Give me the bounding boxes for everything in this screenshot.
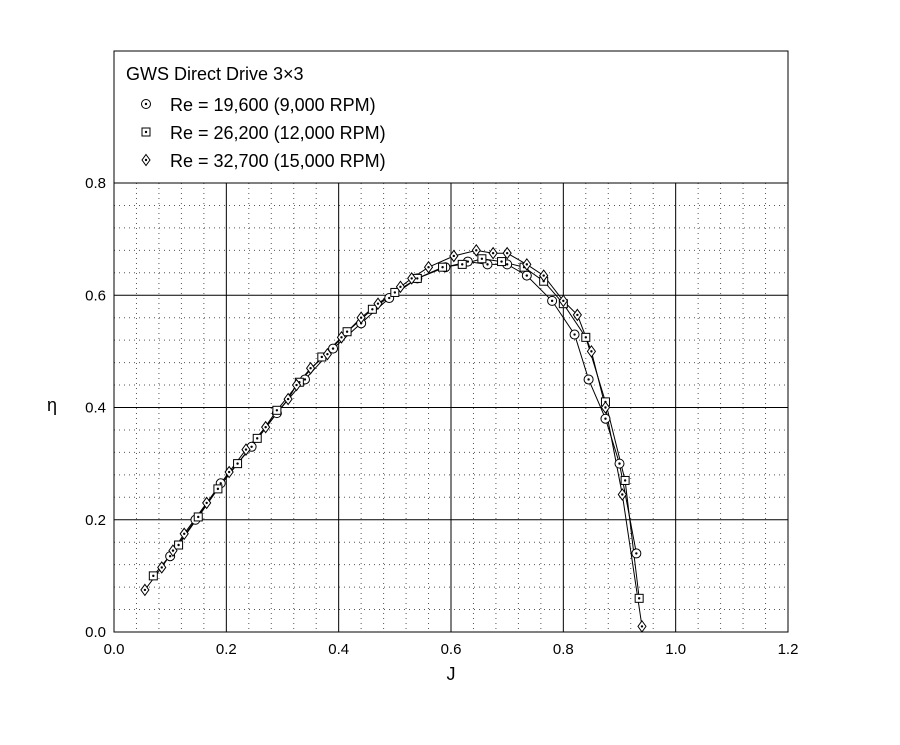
data-point-series-3	[157, 561, 167, 574]
legend-marker-1	[141, 99, 151, 109]
data-point-series-3	[373, 297, 383, 311]
data-point-series-1	[547, 295, 558, 306]
legend: GWS Direct Drive 3×3 Re = 19,600 (9,000 …	[113, 50, 789, 184]
data-point-series-3	[488, 246, 498, 260]
data-point-series-2	[634, 593, 644, 603]
data-point-series-2	[457, 259, 467, 269]
x-axis-ticks: 0.0 0.2 0.4 0.6 0.8 1.0 1.2	[104, 641, 799, 658]
y-tick-label: 0.0	[85, 624, 106, 641]
data-point-series-3	[179, 527, 189, 541]
data-point-series-2	[193, 512, 203, 522]
y-tick-label: 0.6	[85, 287, 106, 304]
data-point-series-3	[322, 347, 333, 361]
data-point-series-3	[471, 243, 481, 257]
y-tick-label: 0.4	[85, 400, 106, 417]
legend-label-3: Re = 32,700 (15,000 RPM)	[170, 151, 386, 171]
data-point-series-2	[252, 433, 262, 443]
data-point-series-3	[407, 272, 417, 285]
data-point-series-3	[202, 496, 212, 510]
data-point-series-3	[572, 308, 582, 322]
data-point-series-3	[241, 443, 251, 456]
data-point-series-2	[148, 571, 158, 581]
data-point-series-3	[140, 583, 150, 597]
data-point-series-3	[617, 488, 627, 501]
x-tick-label: 0.8	[553, 641, 574, 658]
data-point-series-1	[583, 374, 594, 385]
data-point-series-2	[477, 254, 487, 264]
x-tick-label: 0.6	[441, 641, 462, 658]
data-point-series-3	[502, 246, 512, 260]
data-point-series-3	[356, 311, 366, 325]
y-tick-label: 0.8	[85, 175, 106, 192]
data-point-series-2	[272, 405, 282, 415]
data-point-series-3	[522, 258, 532, 271]
data-point-series-2	[342, 327, 352, 337]
data-point-series-2	[233, 459, 243, 469]
data-point-series-3	[449, 249, 459, 263]
data-point-series-2	[497, 257, 507, 267]
legend-label-2: Re = 26,200 (12,000 RPM)	[170, 123, 386, 143]
data-point-series-3	[305, 361, 316, 375]
data-point-series-3	[586, 345, 597, 358]
x-tick-label: 0.0	[104, 641, 125, 658]
data-point-series-1	[631, 548, 642, 559]
legend-label-1: Re = 19,600 (9,000 RPM)	[170, 95, 376, 115]
x-tick-label: 0.4	[328, 641, 349, 658]
data-point-series-3	[423, 260, 434, 274]
legend-box	[113, 50, 789, 184]
data-point-series-2	[390, 287, 400, 297]
data-point-series-2	[174, 540, 184, 550]
data-point-series-3	[168, 544, 178, 557]
x-axis-label: J	[447, 664, 456, 684]
data-point-series-1	[614, 458, 625, 469]
data-point-series-3	[637, 620, 647, 633]
data-point-series-2	[367, 304, 377, 314]
data-point-series-2	[438, 262, 448, 272]
data-point-series-3	[558, 294, 568, 308]
x-tick-label: 1.0	[665, 641, 686, 658]
y-axis-label: η	[47, 395, 57, 415]
x-tick-label: 1.2	[778, 641, 799, 658]
data-point-series-3	[283, 392, 293, 406]
data-point-series-3	[395, 280, 406, 294]
legend-title: GWS Direct Drive 3×3	[126, 64, 304, 84]
data-point-series-3	[224, 465, 234, 479]
legend-marker-2	[141, 127, 151, 137]
data-point-series-2	[213, 484, 223, 494]
series-markers	[140, 243, 647, 633]
data-point-series-1	[569, 329, 580, 340]
x-tick-label: 0.2	[216, 641, 237, 658]
data-point-series-3	[600, 401, 611, 414]
y-tick-label: 0.2	[85, 512, 106, 529]
data-point-series-1	[600, 413, 611, 424]
data-point-series-1	[328, 343, 339, 354]
data-point-series-3	[539, 269, 549, 282]
data-point-series-3	[291, 378, 302, 392]
data-point-series-1	[521, 270, 532, 281]
data-point-series-2	[581, 332, 591, 342]
data-point-series-3	[336, 330, 347, 344]
legend-entries: Re = 19,600 (9,000 RPM) Re = 26,200 (12,0…	[141, 95, 386, 171]
major-grid	[114, 183, 788, 632]
data-point-series-2	[620, 475, 630, 485]
y-axis-ticks: 0.0 0.2 0.4 0.6 0.8	[85, 175, 106, 641]
data-point-series-3	[261, 420, 271, 434]
legend-marker-3	[141, 153, 151, 167]
